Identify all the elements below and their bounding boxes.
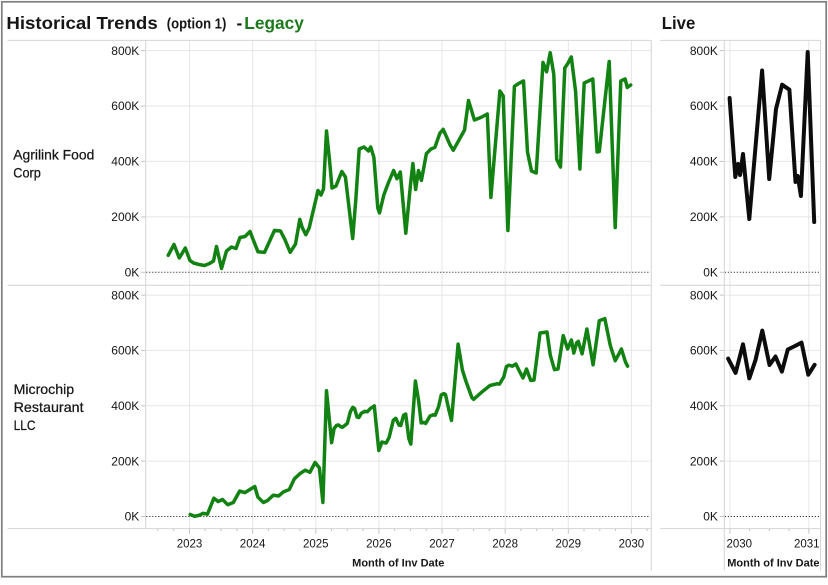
svg-text:Live: Live bbox=[662, 13, 696, 33]
svg-text:2030: 2030 bbox=[727, 539, 753, 551]
svg-text:Restaurant: Restaurant bbox=[14, 400, 84, 415]
svg-text:Month of Inv Date: Month of Inv Date bbox=[352, 558, 444, 570]
svg-text:LLC: LLC bbox=[14, 418, 36, 433]
svg-text:800K: 800K bbox=[111, 288, 139, 302]
svg-text:400K: 400K bbox=[690, 155, 718, 169]
svg-text:600K: 600K bbox=[690, 344, 718, 358]
svg-text:400K: 400K bbox=[690, 399, 718, 413]
svg-text:(option 1): (option 1) bbox=[167, 17, 227, 33]
svg-text:2030: 2030 bbox=[619, 539, 645, 551]
svg-text:800K: 800K bbox=[690, 44, 718, 58]
svg-text:200K: 200K bbox=[111, 210, 139, 224]
svg-text:0K: 0K bbox=[125, 510, 140, 524]
svg-text:2027: 2027 bbox=[429, 539, 455, 551]
svg-text:600K: 600K bbox=[111, 344, 139, 358]
svg-text:0K: 0K bbox=[125, 266, 140, 280]
svg-text:200K: 200K bbox=[111, 454, 139, 468]
svg-text:400K: 400K bbox=[111, 155, 139, 169]
svg-text:800K: 800K bbox=[111, 44, 139, 58]
svg-text:Corp: Corp bbox=[13, 166, 41, 181]
svg-text:2026: 2026 bbox=[366, 539, 392, 551]
svg-text:-: - bbox=[237, 13, 243, 33]
svg-text:Microchip: Microchip bbox=[14, 382, 75, 397]
svg-text:0K: 0K bbox=[703, 510, 718, 524]
svg-text:Legacy: Legacy bbox=[244, 13, 304, 33]
svg-text:600K: 600K bbox=[690, 99, 718, 113]
svg-text:600K: 600K bbox=[111, 99, 139, 113]
svg-text:2031: 2031 bbox=[794, 539, 820, 551]
svg-text:Historical Trends: Historical Trends bbox=[6, 13, 157, 33]
svg-text:800K: 800K bbox=[690, 288, 718, 302]
svg-text:200K: 200K bbox=[690, 210, 718, 224]
svg-text:400K: 400K bbox=[111, 399, 139, 413]
svg-text:2025: 2025 bbox=[303, 539, 329, 551]
svg-text:2028: 2028 bbox=[492, 539, 518, 551]
svg-text:Month of Inv Date: Month of Inv Date bbox=[727, 558, 819, 570]
svg-text:2023: 2023 bbox=[177, 539, 203, 551]
svg-text:200K: 200K bbox=[690, 454, 718, 468]
svg-text:0K: 0K bbox=[703, 266, 718, 280]
svg-text:2024: 2024 bbox=[240, 539, 266, 551]
svg-text:Agrilink Food: Agrilink Food bbox=[13, 148, 94, 163]
svg-text:2029: 2029 bbox=[556, 539, 582, 551]
